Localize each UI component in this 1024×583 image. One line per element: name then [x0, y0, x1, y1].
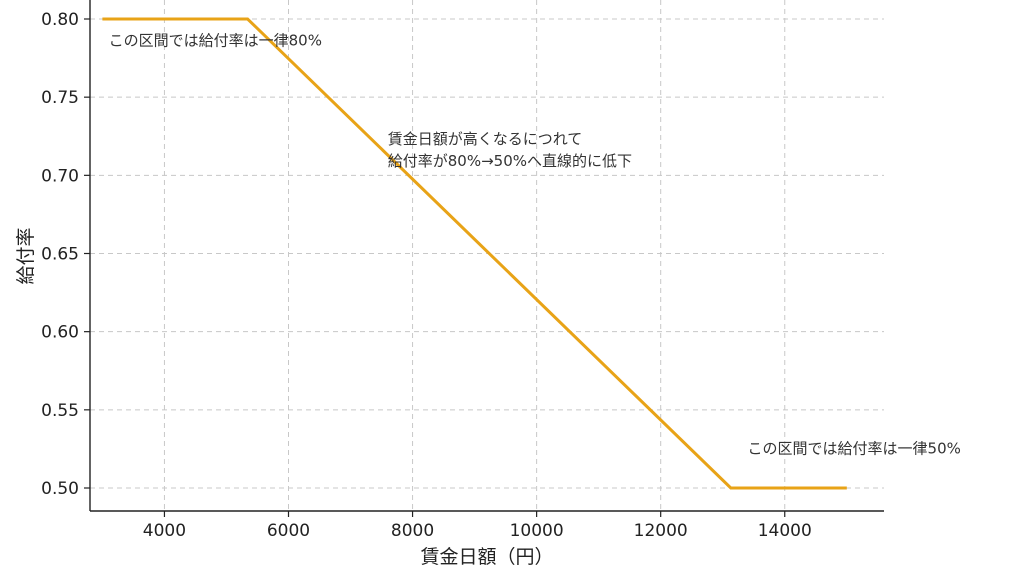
y-axis-label: 給付率 [15, 227, 37, 284]
annotation-text: この区間では給付率は一律80% [109, 32, 322, 50]
x-tick-label: 4000 [143, 521, 186, 541]
annotation-line: 賃金日額が高くなるにつれて [388, 130, 583, 148]
x-tick-label: 6000 [267, 521, 310, 541]
y-tick-label: 0.70 [41, 166, 79, 186]
annotation-text: この区間では給付率は一律50% [748, 440, 961, 458]
axes [89, 0, 884, 512]
benefit-rate-line [102, 17, 847, 490]
y-ticks: 0.50 0.55 0.60 0.65 0.70 0.75 0.80 [41, 10, 90, 499]
x-axis-label: 賃金日額（円） [420, 546, 553, 568]
y-tick-label: 0.75 [41, 88, 79, 108]
annotation-line: この区間では給付率は一律80% [109, 32, 322, 50]
y-tick-label: 0.50 [41, 479, 79, 499]
y-tick-label: 0.80 [41, 10, 79, 30]
y-tick-label: 0.65 [41, 245, 79, 265]
y-tick-label: 0.55 [41, 401, 79, 421]
annotation-line: 給付率が80%→50%へ直線的に低下 [388, 152, 632, 170]
x-tick-label: 14000 [758, 521, 812, 541]
series-group [102, 17, 847, 490]
annotation-text: 賃金日額が高くなるにつれて給付率が80%→50%へ直線的に低下 [388, 130, 632, 170]
x-tick-label: 10000 [510, 521, 564, 541]
y-tick-label: 0.60 [41, 323, 79, 343]
annotation-line: この区間では給付率は一律50% [748, 440, 961, 458]
x-tick-label: 8000 [391, 521, 434, 541]
annotations: この区間では給付率は一律80% 賃金日額が高くなるにつれて給付率が80%→50%へ… [109, 32, 961, 458]
x-ticks: 4000 6000 8000 10000 12000 14000 [143, 511, 812, 541]
x-tick-label: 12000 [634, 521, 688, 541]
grid-lines [90, 0, 884, 511]
